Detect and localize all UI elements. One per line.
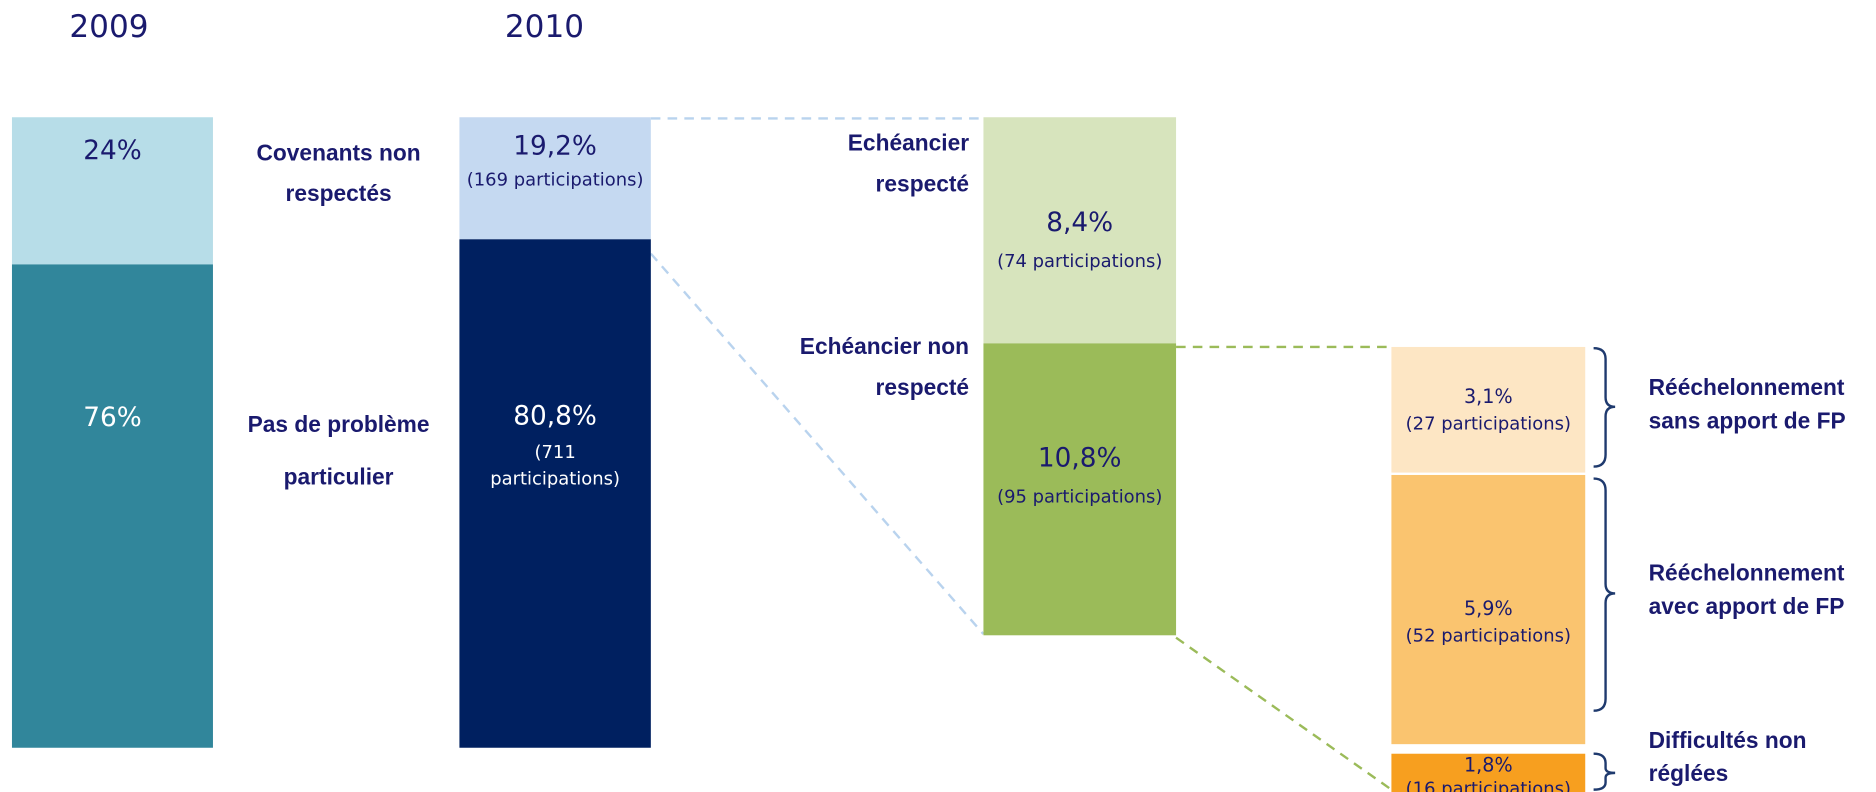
percent: 8,4% (1046, 208, 1114, 239)
year: 2010 (504, 9, 585, 46)
percent: 3,1% (1464, 384, 1513, 408)
percent: 24% (83, 136, 142, 167)
percent: 76% (83, 403, 142, 434)
count: (169 participations) (466, 168, 644, 191)
segment: 80,8% (711 participations) (459, 239, 651, 748)
connector (649, 252, 985, 635)
label: Rééchelonnement sans apport de FP (1648, 375, 1846, 435)
label: Rééchelonnement avec apport de FP (1648, 561, 1845, 620)
count: (27 participations) (1405, 412, 1571, 434)
label: Difficultés non réglées (1648, 728, 1807, 788)
brace (1593, 752, 1616, 791)
segment: 76% (11, 264, 213, 748)
percent: 19,2% (513, 131, 597, 162)
count: (711 participations) (490, 441, 621, 490)
label: Covenants non respectés (256, 141, 421, 207)
segment: 19,2% (169 participations) (459, 117, 651, 240)
brace (1593, 477, 1616, 712)
count: (16 participations) (1405, 777, 1571, 792)
count: (74 participations) (997, 250, 1163, 272)
segment: 8,4% (74 participations) (983, 117, 1177, 344)
percent: 80,8% (513, 401, 597, 432)
label: Echéancier non respecté (799, 334, 970, 401)
label: Echéancier respecté (847, 131, 970, 198)
segment: 5,9% (52 participations) (1391, 474, 1586, 745)
segment: 24% (11, 117, 213, 265)
label: Pas de problème particulier (247, 412, 430, 491)
segment: 1,8% (16 participations) (1391, 753, 1586, 792)
year: 2009 (69, 9, 149, 46)
segment: 3,1% (27 participations) (1391, 346, 1586, 473)
percent: 10,8% (1037, 443, 1122, 474)
percent: 1,8% (1464, 753, 1513, 777)
segment: 10,8% (95 participations) (983, 343, 1177, 636)
count: (95 participations) (997, 485, 1163, 507)
brace (1593, 346, 1616, 468)
percent: 5,9% (1464, 596, 1513, 620)
connector (1175, 636, 1393, 791)
count: (52 participations) (1405, 623, 1571, 646)
